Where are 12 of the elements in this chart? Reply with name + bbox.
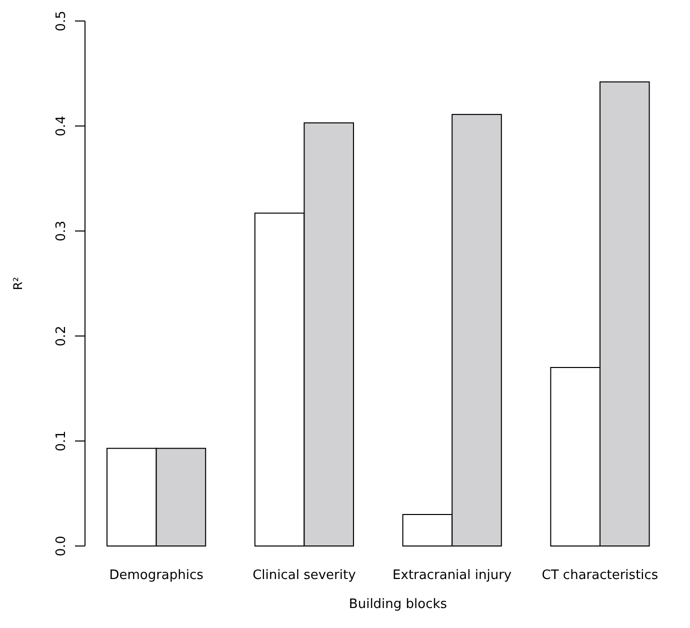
y-tick-label: 0.4 — [54, 116, 69, 136]
y-axis-title: R² — [11, 276, 25, 290]
x-tick-label: Extracranial injury — [392, 568, 512, 583]
x-tick-label: CT characteristics — [542, 568, 658, 583]
x-axis-title: Building blocks — [348, 597, 448, 612]
y-tick-label: 0.0 — [54, 536, 69, 556]
y-tick-label: 0.5 — [54, 10, 69, 32]
y-tick-label: 0.1 — [54, 430, 69, 452]
x-tick-label: Demographics — [109, 568, 204, 583]
x-tick-label: Clinical severity — [252, 568, 356, 583]
y-tick-label: 0.2 — [54, 326, 69, 346]
y-tick-label: 0.3 — [54, 220, 69, 242]
